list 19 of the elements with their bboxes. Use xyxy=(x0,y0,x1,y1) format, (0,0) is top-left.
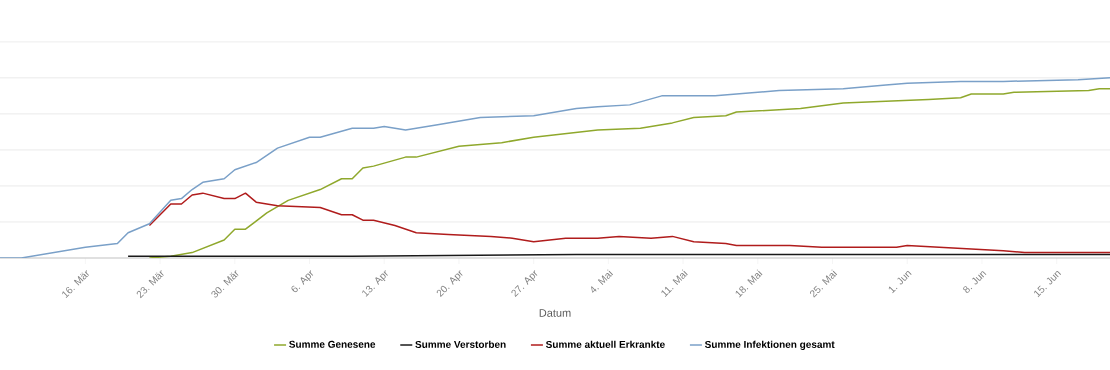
x-tick-label: 30. Mär xyxy=(211,270,239,298)
x-tick-label: 13. Apr xyxy=(362,270,388,297)
x-tick-label: 11. Mai xyxy=(661,269,688,297)
x-tick-label: 27. Apr xyxy=(511,270,538,298)
x-tick-label: 16. Mär xyxy=(62,270,90,299)
x-tick-label: 1. Jun xyxy=(888,271,912,294)
x-tick-label: 20. Apr xyxy=(436,270,463,298)
x-tick-label: 15. Jun xyxy=(1034,271,1062,298)
x-axis-title: Datum xyxy=(539,309,571,317)
x-tick-label: 18. Mai xyxy=(735,269,763,298)
x-tick-label: 4. Mai xyxy=(591,269,614,293)
legend-label: Summe Genesene xyxy=(289,340,376,348)
x-tick-label: 23. Mär xyxy=(136,270,164,299)
x-tick-label: 25. Mai xyxy=(810,269,838,298)
legend-label: Summe Verstorben xyxy=(415,340,506,348)
legend-label: Summe aktuell Erkrankte xyxy=(545,340,665,348)
legend-label: Summe Infektionen gesamt xyxy=(704,340,835,350)
x-tick-label: 6. Apr xyxy=(291,270,314,293)
x-tick-label: 8. Jun xyxy=(963,271,987,293)
